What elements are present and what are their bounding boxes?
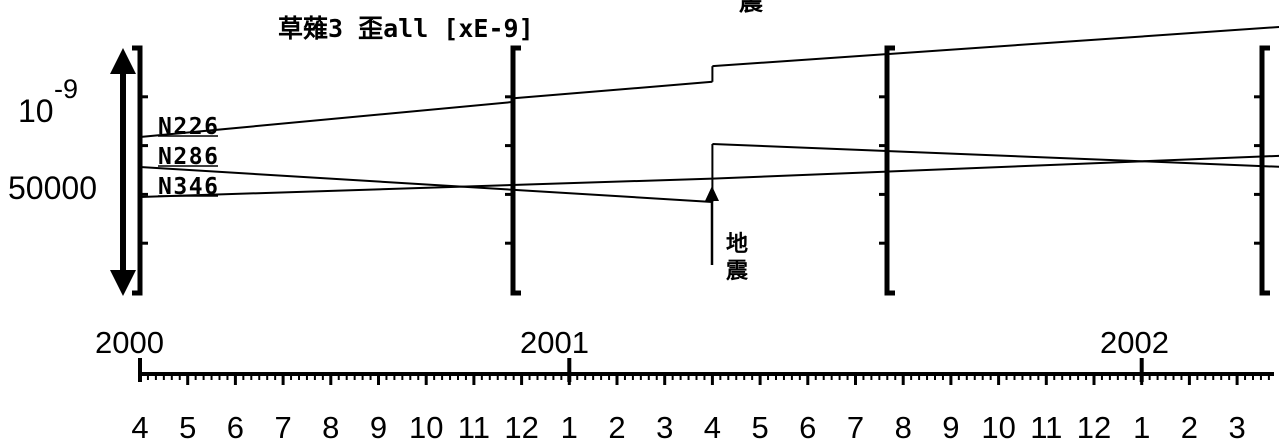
month-label: 9 [942, 410, 959, 445]
month-label: 6 [799, 410, 816, 445]
series-line-n226 [511, 80, 713, 100]
earthquake-label-char-2: 震 [726, 259, 749, 284]
year-label: 2002 [1100, 325, 1169, 360]
month-label: 11 [1030, 410, 1062, 445]
month-label: 2 [1181, 410, 1198, 445]
top-cut-text: 震 [739, 0, 764, 16]
earthquake-label-char-1: 地 [726, 232, 748, 257]
month-label: 3 [656, 410, 673, 445]
month-label: 5 [751, 410, 768, 445]
series-line-n226 [712, 25, 1279, 68]
panel-bracket [132, 45, 143, 296]
earthquake-marker: 地 震 [705, 186, 749, 284]
series-line-n346 [712, 154, 1279, 180]
month-label: 12 [504, 410, 538, 445]
earthquake-arrow-head [705, 186, 719, 201]
panel-bracket [1259, 45, 1270, 296]
scale-label-value: 50000 [8, 170, 97, 206]
month-label: 8 [895, 410, 912, 445]
month-label: 6 [227, 410, 244, 445]
month-label: 9 [370, 410, 387, 445]
month-label: 11 [458, 410, 490, 445]
scale-label-exp: -9 [54, 74, 78, 104]
month-label: 2 [608, 410, 625, 445]
panel-bracket [510, 45, 521, 296]
month-label: 3 [1228, 410, 1245, 445]
series-line-n346 [139, 177, 713, 198]
month-label: 10 [981, 410, 1015, 445]
month-label: 8 [322, 410, 339, 445]
year-label: 2000 [95, 325, 164, 360]
month-label: 12 [1077, 410, 1111, 445]
year-label: 2001 [520, 325, 589, 360]
month-label: 10 [409, 410, 443, 445]
month-label: 5 [179, 410, 196, 445]
month-label: 4 [704, 410, 721, 445]
month-label: 7 [274, 410, 291, 445]
scale-label-base: 10 [18, 93, 54, 129]
panel-bracket [884, 45, 895, 296]
scale-indicator: 10 -9 50000 [8, 48, 136, 296]
month-label: 1 [1133, 410, 1150, 445]
scale-arrow-up [110, 48, 136, 74]
series-line-n286 [712, 143, 1279, 168]
series-line-n226 [139, 101, 513, 138]
month-label: 4 [131, 410, 148, 445]
scale-arrow-down [110, 270, 136, 296]
month-label: 1 [561, 410, 578, 445]
month-label: 7 [847, 410, 864, 445]
panel-brackets [132, 45, 1270, 296]
chart-title: 草薙3 歪all [xE-9] [278, 14, 534, 43]
series-line-n286 [139, 166, 713, 203]
